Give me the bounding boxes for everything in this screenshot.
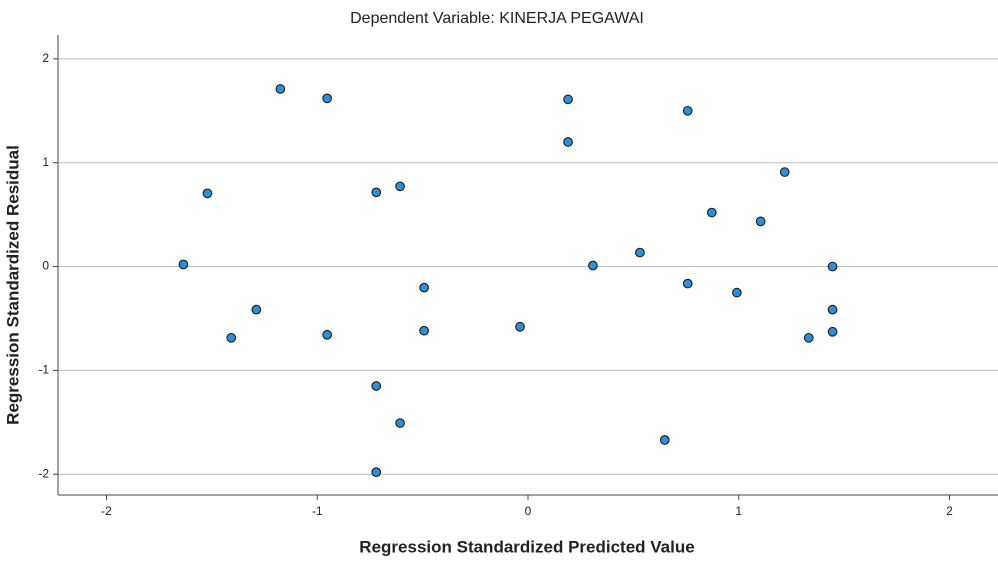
point (275, 84, 286, 94)
point (371, 187, 382, 198)
point (322, 93, 332, 104)
point (827, 326, 838, 337)
point (419, 282, 429, 293)
point (395, 418, 405, 428)
point (732, 287, 742, 298)
point (682, 278, 693, 289)
point (682, 105, 693, 116)
y-tick-label: 0 (42, 259, 49, 273)
point (226, 332, 237, 343)
x-tick-label: 1 (735, 504, 742, 518)
point (779, 167, 790, 177)
point (659, 435, 670, 445)
point (803, 332, 814, 343)
point (635, 247, 645, 258)
y-tick-label: 1 (42, 155, 49, 169)
y-tick-label: -2 (38, 466, 49, 480)
point (706, 207, 717, 218)
y-axis-title: Regression Standardized Residual (3, 145, 22, 425)
point (371, 381, 382, 391)
point (202, 188, 213, 199)
x-tick-label: -2 (101, 504, 112, 518)
y-tick-label: -1 (38, 363, 49, 377)
point (322, 329, 332, 340)
point (371, 467, 382, 478)
point (251, 304, 262, 315)
point (419, 325, 429, 336)
point (755, 216, 766, 227)
point (395, 181, 405, 192)
x-tick-label: -1 (312, 504, 323, 518)
point (563, 94, 573, 105)
chart-title: Dependent Variable: KINERJA PEGAWAI (350, 10, 644, 27)
x-axis-title: Regression Standardized Predicted Value (359, 537, 694, 556)
point (563, 137, 573, 147)
x-tick-label: 0 (525, 504, 532, 518)
x-tick-label: 2 (946, 504, 953, 518)
y-tick-label: 2 (42, 51, 49, 65)
point (827, 261, 838, 272)
point (827, 304, 838, 315)
point (588, 260, 598, 271)
point (178, 259, 189, 270)
point (515, 321, 525, 332)
